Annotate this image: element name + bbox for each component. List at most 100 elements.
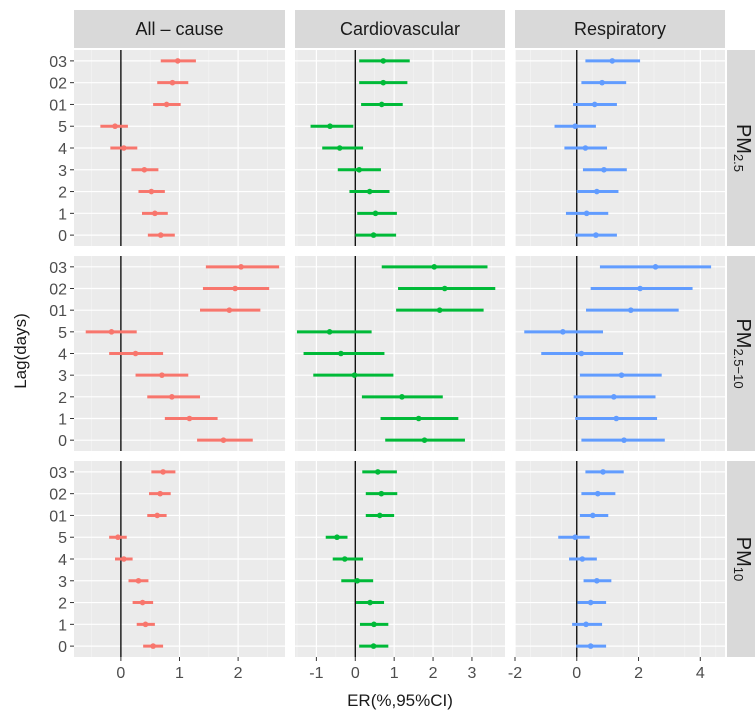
x-tick-label: 0 (351, 665, 360, 682)
estimate-point (341, 556, 348, 562)
x-axis-title: ER(%,95%CI) (347, 691, 453, 710)
y-tick-label: 3 (58, 368, 67, 385)
estimate-point (587, 599, 594, 606)
estimate-point (601, 166, 607, 173)
estimate-point (415, 415, 422, 422)
y-tick-label: 3 (58, 574, 67, 591)
estimate-point (354, 577, 361, 584)
panel (74, 461, 285, 657)
estimate-point (372, 210, 379, 217)
estimate-point (375, 469, 381, 475)
estimate-point (613, 415, 620, 422)
y-tick-label: 4 (58, 552, 67, 569)
y-tick-label: 2 (58, 185, 67, 202)
estimate-point (115, 534, 121, 541)
estimate-point (157, 490, 163, 497)
y-tick-label: 0 (58, 433, 67, 450)
y-tick-label: 03 (49, 54, 67, 71)
estimate-point (351, 372, 358, 378)
y-tick-label: 1 (58, 412, 67, 429)
estimate-point (621, 437, 627, 443)
panel (295, 256, 505, 451)
x-tick-label: -1 (309, 665, 323, 682)
y-tick-label: 1 (58, 617, 67, 634)
estimate-point (186, 415, 193, 422)
estimate-point (169, 394, 175, 400)
estimate-point (590, 512, 596, 519)
estimate-point (599, 79, 605, 86)
estimate-point (326, 329, 333, 335)
estimate-point (132, 350, 139, 357)
estimate-point (594, 188, 600, 195)
estimate-point (160, 469, 166, 475)
estimate-point (628, 307, 634, 313)
y-tick-label: 4 (58, 347, 67, 364)
estimate-point (174, 58, 181, 64)
panel (514, 461, 725, 657)
x-tick-label: -2 (508, 665, 522, 682)
x-tick-label: 2 (429, 665, 438, 682)
y-tick-label: 02 (49, 487, 67, 504)
estimate-point (582, 145, 589, 151)
panel (74, 50, 285, 246)
estimate-point (378, 101, 385, 108)
estimate-point (220, 437, 227, 443)
y-tick-label: 03 (49, 260, 67, 277)
x-tick-label: 2 (634, 665, 643, 682)
y-tick-label: 02 (49, 282, 67, 299)
estimate-point (594, 577, 600, 584)
panel (74, 256, 285, 451)
estimate-point (594, 490, 601, 497)
estimate-point (431, 264, 438, 270)
estimate-point (376, 512, 383, 519)
strips-layer: All – cause Cardiovascular Respiratory PM2.… (74, 10, 755, 657)
y-tick-label: 5 (58, 530, 67, 547)
estimate-point (618, 372, 625, 378)
estimate-point (142, 621, 149, 628)
x-tick-label: 3 (467, 665, 476, 682)
y-tick-label: 5 (58, 119, 67, 136)
y-tick-label: 0 (58, 228, 67, 245)
estimate-point (378, 490, 385, 497)
estimate-point (327, 123, 333, 130)
estimate-point (560, 329, 566, 335)
estimate-point (135, 577, 142, 584)
y-tick-label: 01 (49, 97, 67, 114)
estimate-point (611, 394, 617, 400)
y-tick-label: 02 (49, 76, 67, 93)
estimate-point (652, 264, 659, 270)
estimate-point (154, 512, 161, 519)
estimate-point (338, 350, 344, 357)
estimate-point (583, 621, 589, 628)
panels-layer (74, 50, 725, 657)
panel (295, 461, 505, 657)
y-tick-label: 1 (58, 206, 67, 223)
estimate-point (238, 264, 244, 270)
estimate-point (370, 232, 377, 238)
estimate-point (600, 469, 606, 475)
estimate-point (579, 556, 586, 562)
column-strip (295, 10, 505, 48)
estimate-point (150, 643, 156, 649)
x-tick-label: 4 (696, 665, 705, 682)
estimate-point (399, 394, 405, 400)
estimate-point (370, 643, 377, 649)
y-tick-label: 01 (49, 303, 67, 320)
estimate-point (366, 188, 373, 195)
estimate-point (441, 285, 448, 292)
x-tick-label: 0 (116, 665, 125, 682)
panel (514, 50, 725, 246)
estimate-point (152, 210, 158, 217)
y-tick-label: 2 (58, 390, 67, 407)
estimate-point (139, 599, 146, 606)
estimate-point (637, 285, 643, 292)
row-strip-label: PM2.5−10 (731, 318, 754, 388)
estimate-point (336, 145, 343, 151)
estimate-point (159, 372, 165, 378)
panel (295, 50, 505, 246)
y-tick-label: 2 (58, 596, 67, 613)
estimate-point (587, 643, 594, 649)
y-tick-label: 4 (58, 141, 67, 158)
y-tick-label: 5 (58, 325, 67, 342)
